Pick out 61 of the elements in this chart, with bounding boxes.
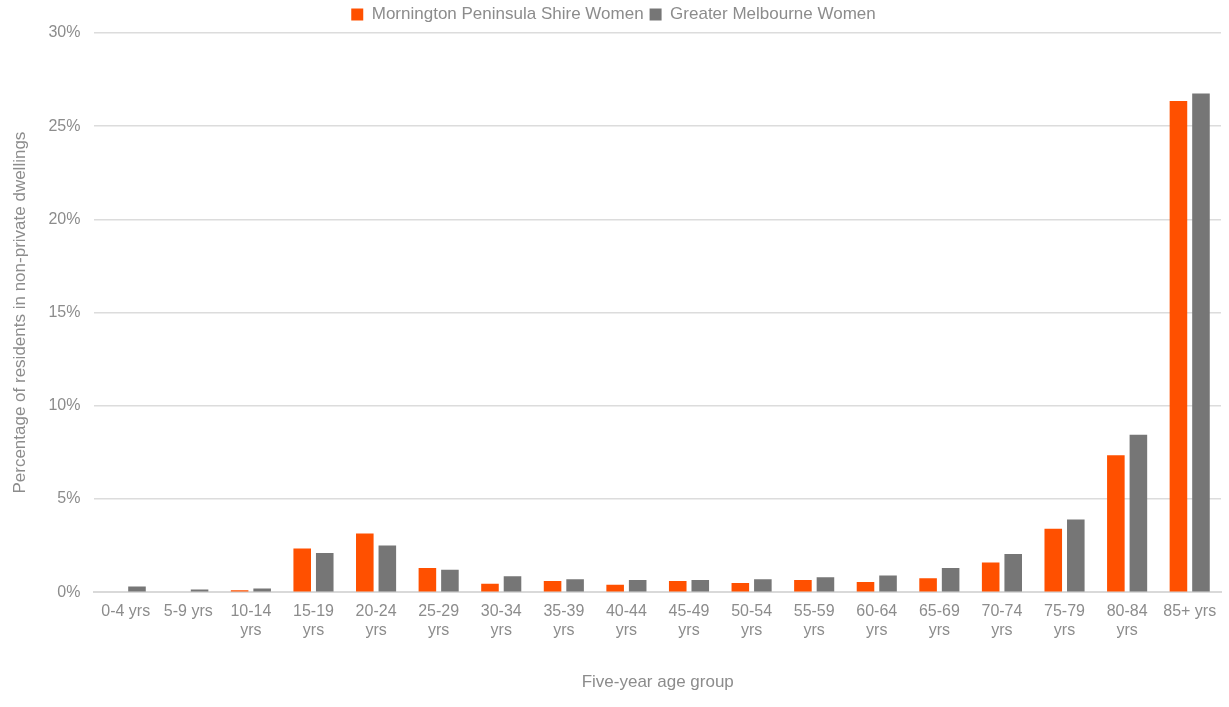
x-tick-label: 15-19 yrs: [293, 602, 335, 639]
bar: [754, 579, 772, 592]
y-tick-label: 25%: [48, 116, 81, 134]
x-tick-label: 25-29 yrs: [418, 602, 460, 639]
x-tick-label: 70-74 yrs: [981, 602, 1023, 639]
x-tick-label: 65-69 yrs: [918, 602, 960, 639]
legend-label: Greater Melbourne Women: [670, 4, 876, 24]
bar: [503, 576, 522, 592]
bar: [668, 581, 687, 592]
bar: [566, 579, 584, 592]
bar: [1067, 519, 1085, 592]
y-tick-label: 0%: [57, 582, 81, 600]
x-tick-label: 40-44 yrs: [605, 602, 647, 639]
x-axis-title: Five-year age group: [581, 672, 734, 692]
x-tick-label: 75-79 yrs: [1044, 602, 1086, 639]
y-tick-label: 10%: [48, 396, 81, 414]
bar: [315, 553, 334, 592]
x-tick-label: 20-24 yrs: [355, 602, 397, 639]
y-tick-label: 5%: [57, 489, 81, 507]
bar: [418, 567, 437, 592]
bar: [1107, 455, 1125, 592]
x-tick-label: 10-14 yrs: [230, 602, 272, 639]
bar: [879, 575, 897, 592]
x-tick-label: 50-54 yrs: [731, 602, 773, 639]
bar: [731, 582, 750, 592]
x-tick-label: 60-64 yrs: [856, 602, 898, 639]
bar: [606, 584, 624, 592]
x-tick-label: 85+ yrs: [1163, 602, 1217, 620]
bar: [543, 581, 562, 592]
legend-label: Mornington Peninsula Shire Women: [371, 4, 644, 24]
bar: [691, 580, 710, 592]
bar: [1004, 553, 1022, 592]
bar: [378, 545, 397, 592]
x-tick-label: 0-4 yrs: [101, 602, 151, 620]
bar: [1192, 93, 1210, 592]
x-tick-label: 80-84 yrs: [1106, 602, 1148, 639]
bar: [253, 588, 271, 592]
bar: [919, 578, 937, 592]
bar: [190, 589, 209, 592]
bar: [628, 580, 647, 592]
x-tick-label: 35-39 yrs: [543, 602, 585, 639]
bar: [1044, 528, 1063, 592]
bar: [441, 569, 459, 592]
y-tick-label: 30%: [48, 23, 81, 41]
bar: [816, 577, 835, 592]
x-tick-label: 55-59 yrs: [793, 602, 835, 639]
bar: [1129, 434, 1148, 592]
y-tick-label: 20%: [48, 209, 81, 227]
bar: [1169, 101, 1188, 592]
bar: [356, 533, 374, 592]
bar: [481, 583, 499, 592]
x-tick-label: 5-9 yrs: [163, 602, 213, 620]
y-axis-title: Percentage of residents in non-private dwellings: [9, 131, 29, 494]
y-tick-label: 15%: [48, 303, 81, 321]
x-tick-label: 30-34 yrs: [480, 602, 522, 639]
bar: [856, 581, 875, 592]
x-tick-label: 45-49 yrs: [668, 602, 710, 639]
bar: [794, 580, 812, 592]
bar: [293, 548, 311, 592]
bar: [981, 562, 1000, 592]
bar: [941, 567, 960, 592]
